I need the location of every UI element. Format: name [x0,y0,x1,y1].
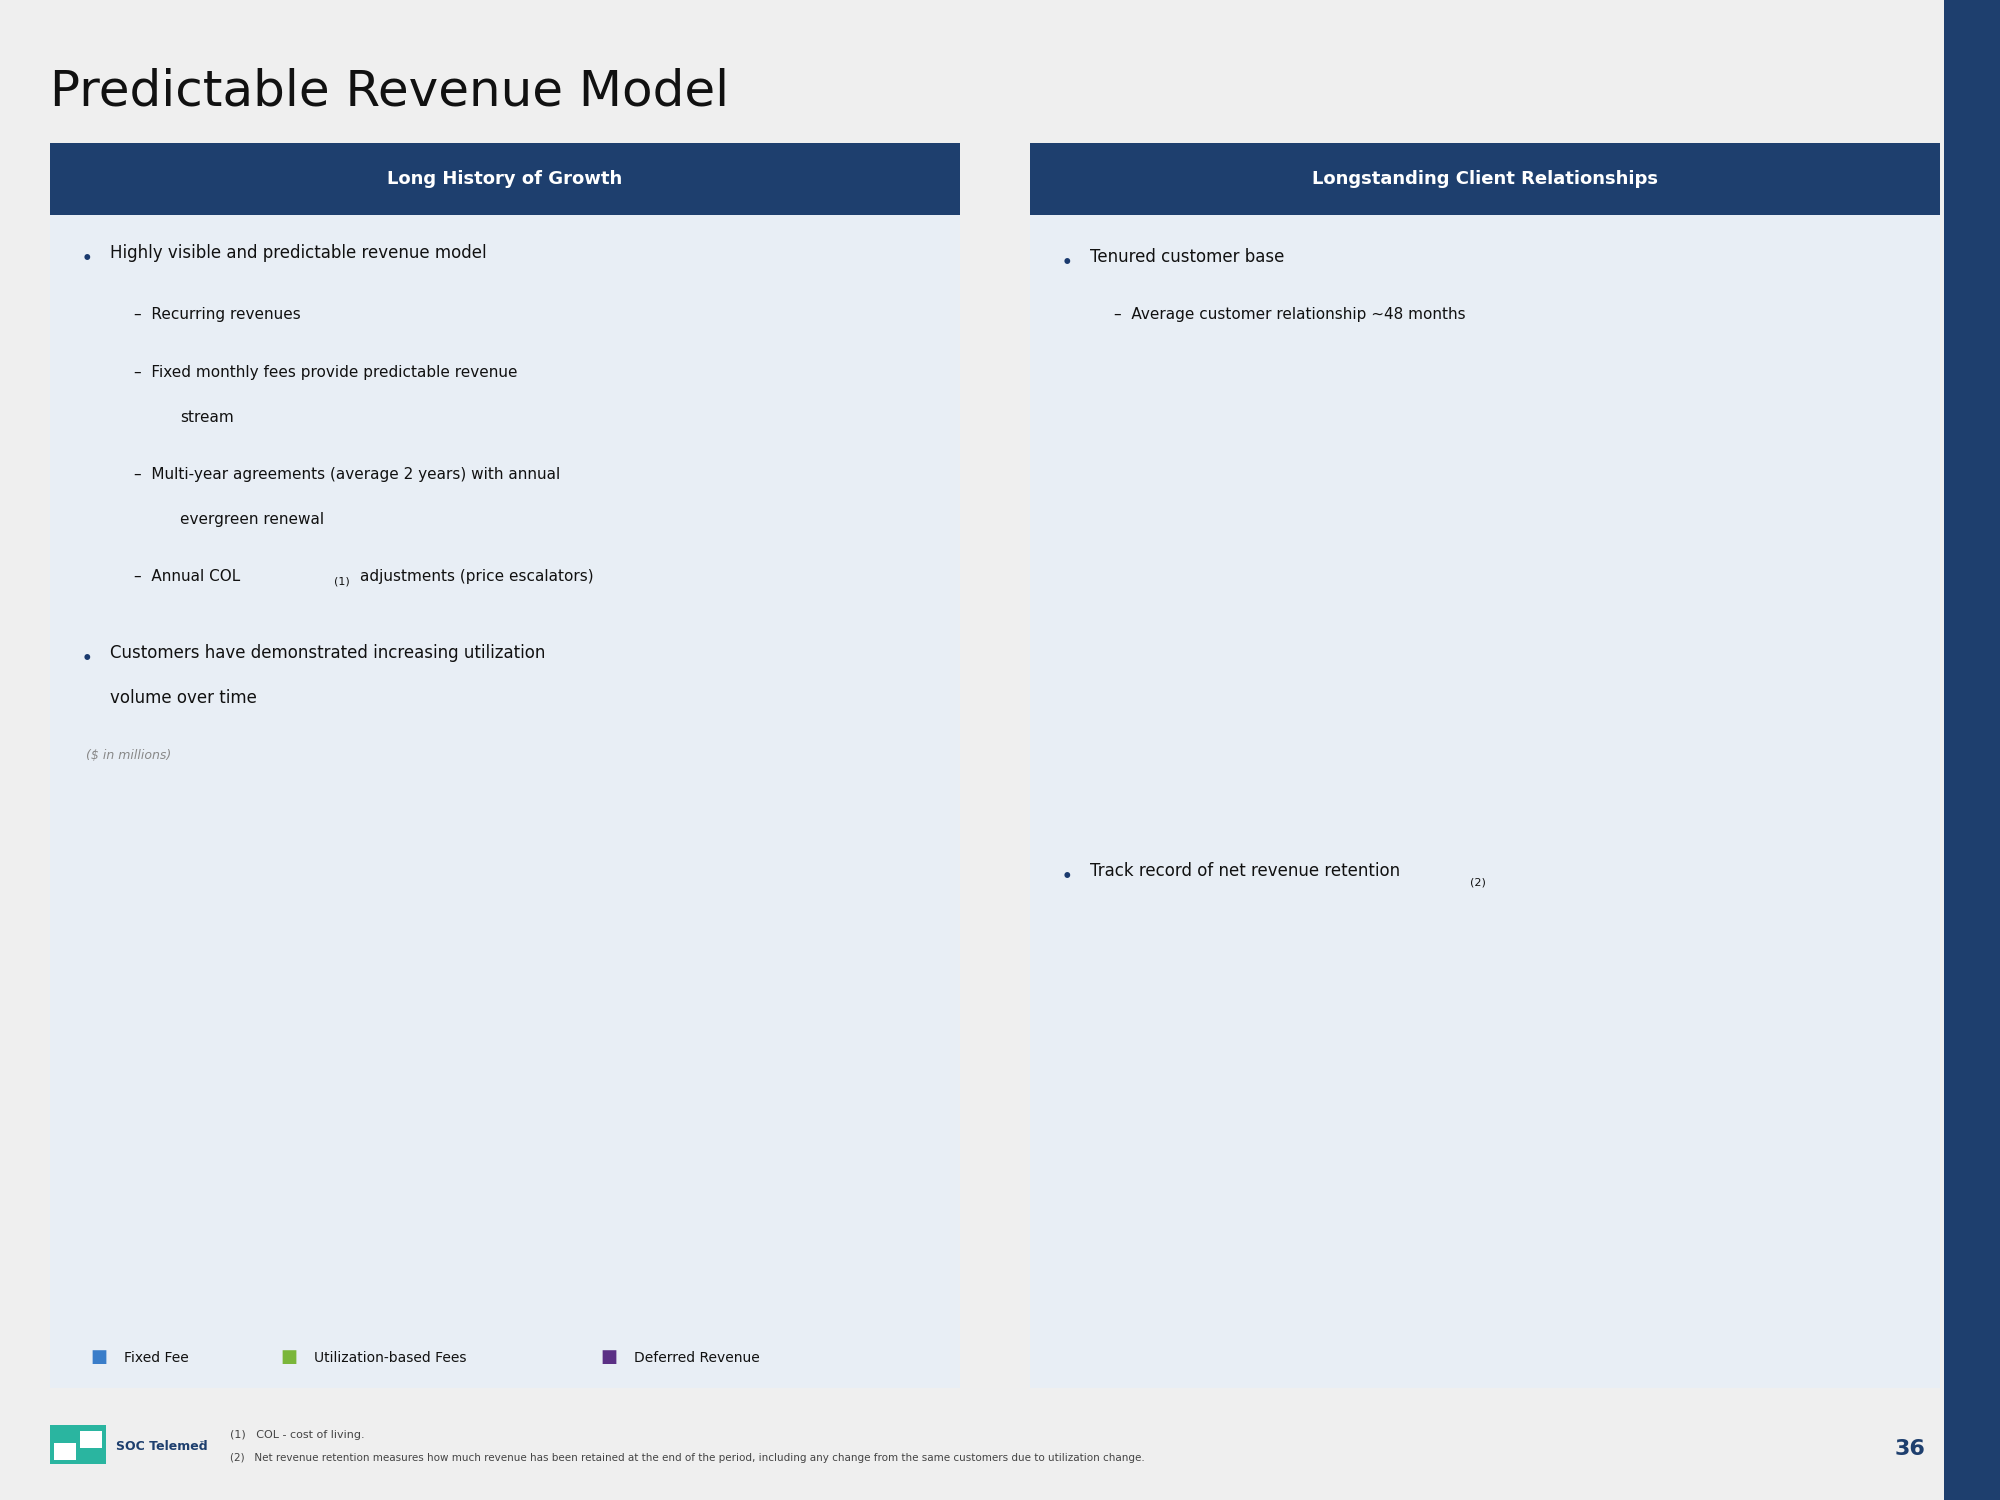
Text: 15%: 15% [1342,572,1374,586]
Text: 102%: 102% [1468,1072,1512,1088]
Text: Long History of Growth: Long History of Growth [388,170,622,188]
Bar [312,1184,394,1305]
Text: $43.7: $43.7 [486,1070,534,1084]
Text: $66.2: $66.2 [802,960,848,975]
Bar [1606,1083,1688,1500]
Bar [784,981,866,987]
Bar [154,1194,236,1305]
Text: volume over time: volume over time [110,688,256,706]
Text: ■: ■ [280,1348,296,1366]
Text: –  Annual COL: – Annual COL [134,568,240,584]
Text: 64%: 64% [1192,542,1226,556]
Text: $24.8: $24.8 [332,1238,374,1251]
Wedge shape [1270,406,1404,570]
Text: SOC Telemed: SOC Telemed [116,1440,208,1452]
Wedge shape [1270,570,1442,687]
Text: 6%: 6% [1326,436,1348,450]
Text: adjustments (price escalators): adjustments (price escalators) [360,568,594,584]
Text: •: • [1062,254,1072,272]
Text: 8%: 8% [1390,489,1414,502]
Text: $3.5: $3.5 [178,1179,210,1192]
Bar [784,987,866,1110]
Text: •: • [82,251,92,268]
Text: Fixed Fee: Fixed Fee [124,1350,188,1365]
Text: Track record of net revenue retention: Track record of net revenue retention [1090,862,1400,880]
Text: Highly visible and predictable revenue model: Highly visible and predictable revenue m… [110,244,486,262]
Bar [312,1143,394,1154]
Text: (2): (2) [1470,878,1486,888]
Text: $22.6: $22.6 [174,1244,216,1256]
Text: 103%: 103% [1626,1062,1670,1077]
Bar [470,1090,552,1100]
Text: Longstanding Client Relationships: Longstanding Client Relationships [1312,170,1658,188]
Text: ᵀ: ᵀ [200,1442,204,1450]
Text: $53.7: $53.7 [644,1022,690,1036]
Bar [1450,1094,1532,1500]
Text: 103%: 103% [1310,1062,1354,1077]
Wedge shape [1270,456,1446,610]
Text: $39.7: $39.7 [804,1202,846,1214]
Bar [626,1041,708,1048]
Text: (1)   COL - cost of living.: (1) COL - cost of living. [230,1431,364,1440]
Wedge shape [1270,394,1334,570]
Text: Customers have demonstrated increasing utilization: Customers have demonstrated increasing u… [110,644,546,662]
Text: –  Average customer relationship ~48 months: – Average customer relationship ~48 mont… [1114,308,1466,322]
Bar [154,1178,236,1194]
Text: Tenured customer base: Tenured customer base [1090,248,1284,266]
Text: 98%: 98% [1158,1110,1192,1125]
Text: evergreen renewal: evergreen renewal [180,512,324,526]
Text: 36: 36 [1894,1438,1926,1460]
Text: •: • [1062,868,1072,886]
Text: stream: stream [180,410,234,424]
Legend: < 1 Year, 1-2 Years, 2-3 Years, 3-4 Years, 4+ Years: < 1 Year, 1-2 Years, 2-3 Years, 3-4 Year… [1532,510,1634,630]
Text: $33.1: $33.1 [490,1218,530,1230]
Bar [626,1048,708,1124]
Bar [470,1100,552,1143]
Text: (2)   Net revenue retention measures how much revenue has been retained at the e: (2) Net revenue retention measures how m… [230,1454,1144,1462]
Bar [470,1143,552,1305]
Text: Predictable Revenue Model: Predictable Revenue Model [50,68,730,116]
Text: $33.0: $33.0 [330,1122,376,1137]
Text: $28.5: $28.5 [172,1144,218,1160]
Text: $36.9: $36.9 [646,1208,688,1221]
Text: ■: ■ [90,1348,108,1366]
Text: Utilization-based Fees: Utilization-based Fees [314,1350,466,1365]
Bar [1764,1112,1846,1500]
Text: •: • [82,650,92,668]
Text: –  Fixed monthly fees provide predictable revenue: – Fixed monthly fees provide predictable… [134,364,518,380]
Bar [1292,1083,1374,1500]
Text: –  Recurring revenues: – Recurring revenues [134,308,300,322]
Text: Deferred Revenue: Deferred Revenue [634,1350,760,1365]
Text: $6.0: $6.0 [336,1162,368,1174]
Text: 8%: 8% [1276,654,1300,669]
Wedge shape [1094,394,1402,746]
Text: –  Multi-year agreements (average 2 years) with annual: – Multi-year agreements (average 2 years… [134,466,560,482]
Bar [626,1124,708,1305]
Text: $15.4: $15.4 [646,1080,688,1094]
Bar [154,1166,236,1178]
Text: (1): (1) [334,576,350,586]
Text: $25.2: $25.2 [804,1042,846,1054]
Bar [784,1110,866,1305]
Bar [312,1154,394,1184]
Text: ($ in millions): ($ in millions) [86,748,172,762]
Bar [1134,1131,1216,1500]
Text: 100%: 100% [1782,1092,1828,1107]
Text: $8.9: $8.9 [494,1114,526,1128]
Text: ■: ■ [600,1348,618,1366]
